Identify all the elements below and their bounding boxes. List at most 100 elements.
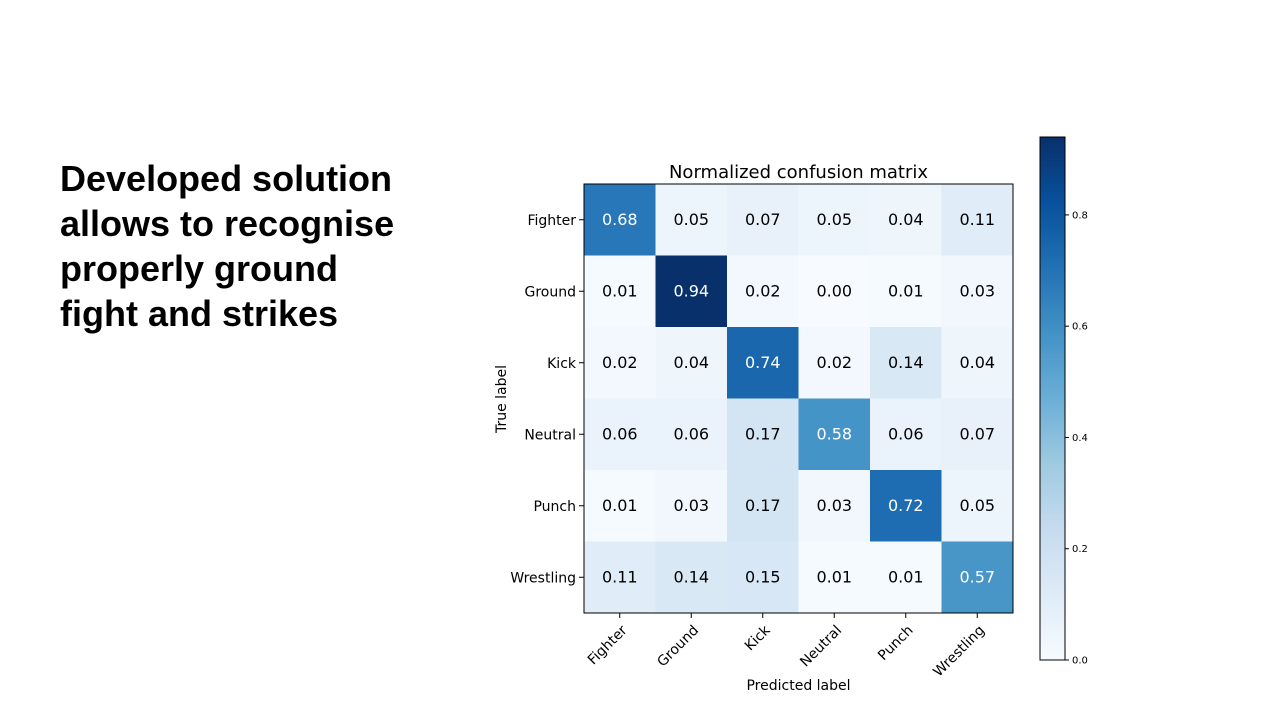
cell-label-3-1: 0.06 (673, 424, 709, 443)
colorbar-tick-label: 0.0 (1072, 656, 1088, 667)
cell-label-2-2: 0.74 (745, 353, 781, 372)
cell-label-4-0: 0.01 (602, 496, 638, 515)
cell-label-3-5: 0.07 (959, 424, 995, 443)
x-tick-label: Neutral (797, 623, 845, 671)
cell-0-4 (870, 184, 942, 256)
cell-label-2-0: 0.02 (602, 353, 638, 372)
colorbar (1039, 136, 1066, 661)
cell-1-0 (584, 255, 656, 328)
cell-label-1-5: 0.03 (959, 281, 995, 300)
colorbar-tick-label: 0.4 (1072, 433, 1088, 444)
x-tick-label: Kick (742, 622, 774, 654)
colorbar-tick-label: 0.6 (1072, 322, 1088, 333)
y-tick-label: Punch (533, 499, 576, 515)
cell-label-5-0: 0.11 (602, 567, 638, 586)
x-tick-label: Wrestling (930, 623, 988, 681)
cell-label-0-5: 0.11 (959, 210, 995, 229)
cell-0-3 (798, 184, 871, 256)
cell-0-2 (727, 184, 799, 256)
cell-3-3 (798, 398, 871, 471)
cell-2-0 (584, 327, 656, 399)
cell-label-2-3: 0.02 (816, 353, 852, 372)
cell-label-0-4: 0.04 (888, 210, 924, 229)
plot-frame (583, 183, 1014, 614)
cell-label-4-5: 0.05 (959, 496, 995, 515)
cell-label-1-1: 0.94 (673, 281, 709, 300)
cell-3-4 (870, 398, 942, 471)
cell-label-1-3: 0.00 (816, 281, 852, 300)
cell-label-0-1: 0.05 (673, 210, 709, 229)
colorbar-tick-label: 0.8 (1072, 210, 1088, 221)
cell-5-0 (584, 541, 656, 614)
cell-label-0-2: 0.07 (745, 210, 781, 229)
cell-3-1 (655, 398, 728, 471)
y-tick-label: Kick (547, 356, 577, 372)
cell-4-2 (727, 470, 799, 542)
cell-label-1-4: 0.01 (888, 281, 924, 300)
cell-label-5-3: 0.01 (816, 567, 852, 586)
cell-label-2-1: 0.04 (673, 353, 709, 372)
cell-3-0 (584, 398, 656, 471)
cell-label-4-1: 0.03 (673, 496, 709, 515)
cell-label-0-3: 0.05 (816, 210, 852, 229)
cell-5-4 (870, 541, 942, 614)
cell-0-5 (941, 184, 1014, 256)
cell-label-3-3: 0.58 (816, 424, 852, 443)
x-tick-label: Punch (875, 623, 916, 664)
cell-2-3 (798, 327, 871, 399)
slide-text-line-2: allows to recognise (60, 203, 395, 244)
cell-4-1 (655, 470, 728, 542)
cell-5-1 (655, 541, 728, 614)
cell-label-5-4: 0.01 (888, 567, 924, 586)
cell-1-4 (870, 255, 942, 328)
cell-1-3 (798, 255, 871, 328)
cell-1-2 (727, 255, 799, 328)
cell-2-4 (870, 327, 942, 399)
cell-2-2 (727, 327, 799, 399)
cell-3-5 (941, 398, 1014, 471)
y-tick-label: Ground (525, 284, 577, 300)
cell-label-3-2: 0.17 (745, 424, 781, 443)
cell-4-3 (798, 470, 871, 542)
cell-label-0-0: 0.68 (602, 210, 638, 229)
cell-4-0 (584, 470, 656, 542)
chart-title: Normalized confusion matrix (669, 162, 928, 183)
cell-label-3-4: 0.06 (888, 424, 924, 443)
cell-label-1-0: 0.01 (602, 281, 638, 300)
cell-0-1 (655, 184, 728, 256)
cell-2-1 (655, 327, 728, 399)
slide-text-line-1: Developed solution (60, 158, 393, 199)
cell-label-1-2: 0.02 (745, 281, 781, 300)
cell-label-4-3: 0.03 (816, 496, 852, 515)
cell-label-2-5: 0.04 (959, 353, 995, 372)
slide-text: Developed solution allows to recognise p… (60, 156, 460, 336)
cell-label-5-2: 0.15 (745, 567, 781, 586)
cell-4-4 (870, 470, 942, 542)
cell-5-2 (727, 541, 799, 614)
cell-label-2-4: 0.14 (888, 353, 924, 372)
cell-label-4-2: 0.17 (745, 496, 781, 515)
x-axis-label: Predicted label (746, 678, 850, 694)
y-tick-label: Neutral (524, 427, 576, 443)
cell-3-2 (727, 398, 799, 471)
y-tick-label: Wrestling (510, 570, 576, 586)
x-tick-label: Fighter (585, 622, 631, 668)
x-tick-label: Ground (654, 623, 702, 671)
cell-1-5 (941, 255, 1014, 328)
cell-label-4-4: 0.72 (888, 496, 924, 515)
cell-1-1 (655, 255, 728, 328)
slide-text-line-3: properly ground (60, 248, 338, 289)
y-tick-label: Fighter (527, 213, 576, 229)
cell-label-5-1: 0.14 (673, 567, 709, 586)
y-axis-label: True label (494, 365, 510, 434)
cell-5-5 (941, 541, 1014, 614)
cell-5-3 (798, 541, 871, 614)
cell-2-5 (941, 327, 1014, 399)
cell-4-5 (941, 470, 1014, 542)
colorbar-tick-label: 0.2 (1072, 544, 1088, 555)
cell-label-3-0: 0.06 (602, 424, 638, 443)
cell-label-5-5: 0.57 (959, 567, 995, 586)
cell-0-0 (584, 184, 656, 256)
slide-text-line-4: fight and strikes (60, 293, 339, 334)
